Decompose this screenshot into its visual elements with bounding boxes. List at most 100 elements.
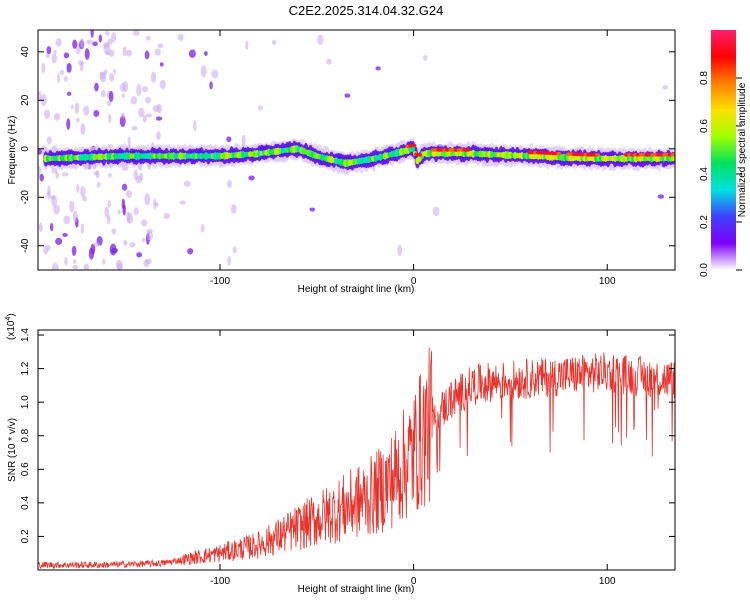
noise-blob [120, 82, 126, 93]
noise-blob [183, 180, 191, 187]
noise-blob [72, 39, 78, 49]
snr-multiplier: (x104) [5, 313, 17, 340]
noise-blob [432, 206, 440, 217]
noise-blob [79, 38, 85, 49]
noise-blob [187, 248, 194, 255]
noise-blob [107, 38, 113, 46]
noise-blob [241, 134, 246, 147]
noise-blob [136, 252, 143, 258]
snr-axes: -100 0 100 0.2 0.4 0.6 0.8 1.0 1.2 1.4 [20, 328, 675, 587]
noise-blob [53, 204, 60, 215]
noise-blob [103, 43, 111, 55]
noise-blob [150, 71, 157, 83]
noise-blob [51, 53, 57, 64]
noise-blob [209, 81, 213, 90]
noise-blob [72, 210, 78, 223]
noise-blob [121, 183, 128, 191]
noise-blob [55, 171, 59, 179]
snr-ytick-label: 0.4 [20, 495, 31, 509]
snr-series-line [37, 347, 676, 570]
noise-blob [145, 35, 151, 41]
colorbar-tick-label: 0.6 [699, 119, 710, 133]
noise-blob [80, 223, 85, 234]
noise-blob [80, 123, 86, 135]
noise-blob [70, 104, 74, 110]
noise-blob [120, 112, 125, 119]
noise-blob [109, 243, 117, 256]
noise-blob [154, 48, 161, 56]
snr-background [38, 330, 675, 570]
colorbar-tick-label: 0.8 [699, 71, 710, 85]
noise-blob [125, 190, 133, 199]
noise-blob [133, 169, 138, 180]
noise-blob [100, 90, 106, 98]
noise-blob [121, 93, 126, 98]
noise-blob [108, 172, 112, 178]
noise-blob [99, 71, 106, 79]
noise-blob [344, 93, 351, 98]
noise-blob [200, 65, 207, 78]
noise-blob [397, 244, 403, 257]
noise-blob [116, 263, 123, 270]
spectrogram-xtick-label: 0 [411, 276, 417, 287]
noise-blob [122, 46, 127, 57]
noise-blob [83, 263, 90, 270]
noise-blob [55, 38, 62, 47]
noise-blob [86, 39, 93, 45]
noise-blob [138, 107, 145, 118]
figure-title: C2E2.2025.314.04.32.G24 [289, 3, 444, 18]
snr-xtick-label: -100 [210, 576, 230, 587]
noise-blob [96, 181, 101, 188]
noise-blob [104, 31, 110, 36]
noise-blob [93, 242, 100, 248]
noise-blob [146, 230, 154, 241]
noise-blob [143, 259, 150, 268]
noise-blob [157, 43, 164, 49]
noise-blob [75, 117, 80, 123]
noise-blob [248, 175, 255, 181]
spectrogram-xlabel: Height of straight line (km) [298, 284, 415, 295]
noise-blob [46, 244, 51, 251]
noise-blob [141, 86, 149, 93]
noise-blob [107, 199, 112, 208]
noise-blob [119, 115, 126, 128]
noise-blob [126, 211, 131, 223]
snr-ytick-label: 0.6 [20, 462, 31, 476]
noise-blob [46, 136, 52, 145]
noise-blob [211, 69, 219, 79]
snr-ytick-label: 1.2 [20, 361, 31, 375]
noise-blob [122, 204, 127, 216]
noise-blob [375, 66, 381, 71]
spectrogram-frame [37, 29, 676, 271]
noise-blob [163, 213, 170, 220]
noise-blob [83, 105, 90, 116]
noise-blob [77, 60, 85, 66]
noise-blob [129, 242, 136, 248]
noise-blob [38, 222, 43, 233]
noise-blob [108, 113, 112, 124]
noise-blob [117, 209, 121, 215]
noise-blob [82, 195, 87, 202]
spectrogram-plot: -100 0 100 -40 -20 0 20 40 Height of straight l… [7, 29, 676, 295]
noise-blob [39, 173, 44, 182]
noise-blob [103, 69, 108, 75]
noise-blob [84, 48, 90, 60]
noise-blob [657, 194, 665, 199]
ridge-core [670, 155, 675, 162]
noise-blob [50, 195, 56, 200]
noise-blob [38, 148, 42, 155]
colorbar-label: Normalized spectral amplitude [737, 82, 748, 217]
snr-xlabel: Height of straight line (km) [298, 584, 415, 595]
noise-blob [177, 33, 184, 41]
noise-blob [47, 185, 51, 196]
noise-blob [188, 49, 196, 58]
noise-blob [66, 118, 71, 130]
noise-blob [226, 136, 232, 143]
ridge-peak [411, 143, 417, 147]
noise-blob [145, 96, 151, 104]
noise-blob [106, 215, 111, 225]
noise-blob [80, 185, 86, 198]
noise-blob [98, 34, 102, 43]
noise-blob [46, 46, 52, 54]
